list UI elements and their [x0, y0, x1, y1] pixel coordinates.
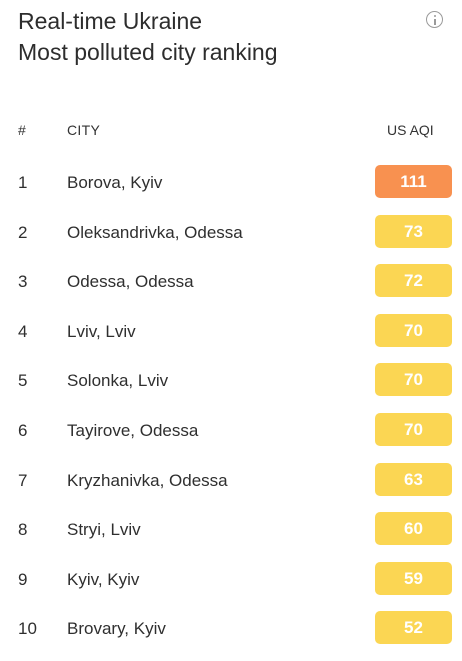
row-city-link[interactable]: Stryi, Lviv: [67, 520, 141, 540]
table-row[interactable]: 3 Odessa, Odessa 72: [0, 264, 462, 314]
header-city: CITY: [67, 122, 101, 138]
row-city-link[interactable]: Borova, Kyiv: [67, 173, 163, 192]
aqi-badge: 52: [375, 611, 452, 645]
row-city-link[interactable]: Brovary, Kyiv: [67, 619, 166, 639]
info-icon[interactable]: [426, 11, 443, 28]
aqi-badge: 70: [375, 412, 452, 446]
header-rank: #: [18, 122, 26, 138]
row-rank: 2: [18, 222, 28, 242]
aqi-badge: 60: [375, 512, 452, 546]
aqi-badge: 70: [375, 363, 452, 397]
row-rank: 7: [18, 470, 28, 490]
table-row[interactable]: 7 Kryzhanivka, Odessa 63: [0, 462, 462, 513]
row-rank: 1: [18, 173, 28, 192]
aqi-badge: 63: [375, 462, 452, 496]
row-city-link[interactable]: Lviv, Lviv: [67, 321, 136, 341]
table-row[interactable]: 10 Brovary, Kyiv 52: [0, 611, 462, 661]
row-rank: 6: [18, 420, 28, 440]
table-header: # CITY US AQI: [0, 122, 462, 142]
aqi-badge: 72: [375, 264, 452, 298]
row-rank: 5: [18, 371, 28, 391]
title-line-2: Most polluted city ranking: [18, 39, 278, 65]
row-city-link[interactable]: Oleksandrivka, Odessa: [67, 222, 243, 242]
row-city-link[interactable]: Odessa, Odessa: [67, 272, 194, 292]
table-row[interactable]: 5 Solonka, Lviv 70: [0, 363, 462, 413]
row-rank: 10: [18, 619, 37, 639]
row-rank: 9: [18, 569, 28, 589]
row-city-link[interactable]: Tayirove, Odessa: [67, 420, 199, 440]
table-row[interactable]: 6 Tayirove, Odessa 70: [0, 412, 462, 463]
aqi-badge: 70: [375, 313, 452, 347]
row-city-link[interactable]: Solonka, Lviv: [67, 371, 169, 391]
row-city-link[interactable]: Kryzhanivka, Odessa: [67, 470, 228, 490]
header-aqi: US AQI: [387, 122, 434, 138]
table-row[interactable]: 8 Stryi, Lviv 60: [0, 512, 462, 562]
title-line-1: Real-time Ukraine: [18, 8, 203, 34]
aqi-badge: 59: [375, 561, 452, 595]
table-row[interactable]: 1 Borova, Kyiv 111: [0, 165, 462, 215]
aqi-badge: 73: [375, 214, 452, 248]
table-row[interactable]: 2 Oleksandrivka, Odessa 73: [0, 214, 462, 265]
ranking-list: 1 Borova, Kyiv 111 2 Oleksandrivka, Odes…: [0, 165, 462, 661]
aqi-badge: 111: [375, 165, 452, 198]
table-row[interactable]: 4 Lviv, Lviv 70: [0, 313, 462, 364]
row-city-link[interactable]: Kyiv, Kyiv: [67, 569, 140, 589]
row-rank: 4: [18, 321, 28, 341]
row-rank: 8: [18, 520, 28, 540]
widget-title: Real-time Ukraine Most polluted city ran…: [18, 6, 278, 68]
table-row[interactable]: 9 Kyiv, Kyiv 59: [0, 561, 462, 612]
row-rank: 3: [18, 272, 28, 292]
